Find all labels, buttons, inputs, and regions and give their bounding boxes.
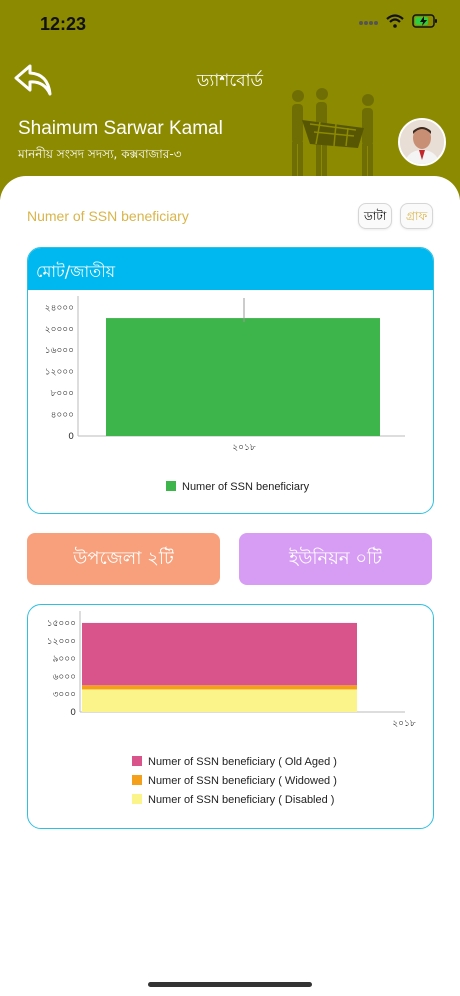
y-tick-label: ১৫০০০	[47, 619, 76, 629]
legend-swatch	[132, 775, 142, 785]
legend-label: Numer of SSN beneficiary	[182, 481, 310, 493]
bar	[82, 685, 357, 690]
bar	[82, 689, 357, 712]
graph-toggle-button[interactable]: গ্রাফ	[400, 203, 434, 229]
user-avatar-icon	[400, 120, 444, 164]
back-button[interactable]	[12, 60, 56, 100]
bar	[82, 622, 357, 686]
legend-swatch	[132, 756, 142, 766]
category-chart-card: 0 ৩০০০ ৬০০০ ৯০০০ ১২০০০ ১৫০০০ ২০১৮ Numer of SSN …	[27, 604, 434, 829]
y-tick-label: ৩০০০	[53, 690, 76, 700]
user-subtitle: মাননীয় সংসদ সদস্য, কক্সবাজার-৩	[18, 147, 182, 161]
total-bar-chart: 0 ৪০০০ ৮০০০ ১২০০০ ১৬০০০ ২০০০০ ২৪০০০ ২০১৮ Numer o…	[45, 296, 405, 493]
legend-swatch	[132, 794, 142, 804]
battery-icon	[412, 14, 437, 28]
upazila-button[interactable]: উপজেলা ২টি	[27, 533, 220, 585]
card-header-label: মোট/জাতীয়	[36, 262, 116, 281]
stacked-bar-chart: 0 ৩০০০ ৬০০০ ৯০০০ ১২০০০ ১৫০০০ ২০১৮ Numer of SSN …	[47, 611, 416, 806]
y-tick-label: ৪০০০	[51, 411, 74, 421]
status-icons	[358, 14, 438, 28]
y-tick-label: ২৪০০০	[45, 303, 74, 313]
user-avatar[interactable]	[398, 118, 446, 166]
card-header: মোট/জাতীয়	[28, 248, 433, 290]
app-header	[0, 0, 460, 200]
y-tick-label: ২০০০০	[45, 325, 74, 335]
section-title: Numer of SSN beneficiary	[27, 208, 189, 224]
y-tick-label: ১২০০০	[45, 368, 74, 378]
home-indicator	[148, 982, 312, 987]
y-tick-label: ৮০০০	[51, 389, 74, 399]
back-arrow-icon	[14, 64, 52, 96]
legend-label: Numer of SSN beneficiary ( Widowed )	[148, 775, 337, 787]
y-tick-label: ৬০০০	[53, 672, 76, 682]
legend-label: Numer of SSN beneficiary ( Disabled )	[148, 794, 334, 806]
y-tick-label: ১৬০০০	[45, 346, 74, 356]
y-tick-label: ৯০০০	[53, 655, 76, 665]
x-tick-label: ২০১৮	[392, 719, 416, 729]
data-toggle-button[interactable]: ডাটা	[358, 203, 393, 229]
wifi-icon	[386, 14, 404, 28]
x-tick-label: ২০১৮	[232, 443, 256, 453]
y-tick-label: 0	[70, 708, 76, 718]
y-tick-label: 0	[68, 432, 74, 442]
page-title: ড্যাশবোর্ড	[196, 71, 264, 91]
legend-swatch	[166, 481, 176, 491]
signal-icon	[359, 21, 378, 25]
user-name: Shaimum Sarwar Kamal	[18, 118, 223, 139]
status-time: 12:23	[40, 14, 87, 34]
legend-label: Numer of SSN beneficiary ( Old Aged )	[148, 756, 337, 768]
community-illustration	[292, 88, 374, 184]
total-chart-card: মোট/জাতীয় 0 ৪০০০ ৮০০০ ১২০০০ ১৬০০০ ২০০০০ ২৪০০০…	[27, 247, 434, 514]
bar	[106, 318, 380, 436]
y-tick-label: ১২০০০	[47, 637, 76, 647]
union-button[interactable]: ইউনিয়ন ০টি	[239, 533, 432, 585]
